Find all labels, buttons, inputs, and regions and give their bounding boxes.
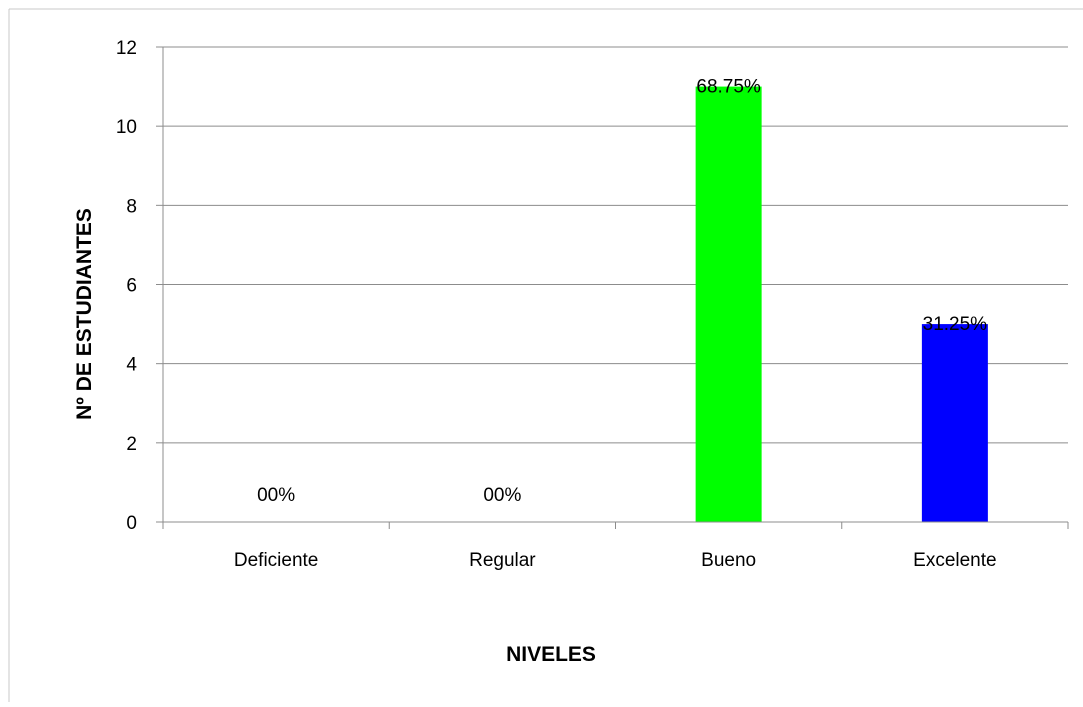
data-label: 68.75% — [696, 77, 761, 98]
y-tick-label: 2 — [126, 434, 137, 455]
y-axis-title: Nº DE ESTUDIANTES — [73, 208, 96, 420]
y-tick-label: 12 — [116, 38, 137, 59]
y-tick-label: 8 — [126, 196, 137, 217]
data-label: 00% — [483, 485, 521, 506]
data-label: 31.25% — [923, 314, 988, 335]
x-tick-label: Deficiente — [234, 550, 319, 571]
x-tick-label: Regular — [469, 550, 536, 571]
labels: 0 2 4 6 8 10 12 Deficiente 00% Regular 00% Bueno 68.… — [116, 38, 997, 571]
gridlines — [163, 46, 1068, 444]
x-tick-label: Excelente — [913, 550, 996, 571]
bar-excelente — [921, 324, 988, 522]
bars — [695, 86, 988, 522]
bar-bueno — [695, 86, 762, 522]
x-tick-label: Bueno — [701, 550, 756, 571]
data-label: 00% — [257, 485, 295, 506]
x-axis-title: NIVELES — [506, 643, 596, 666]
y-tick-label: 4 — [126, 355, 137, 376]
y-tick-label: 10 — [116, 117, 137, 138]
axes — [8, 8, 1083, 702]
y-tick-label: 6 — [126, 276, 137, 297]
y-tick-label: 0 — [126, 513, 137, 534]
